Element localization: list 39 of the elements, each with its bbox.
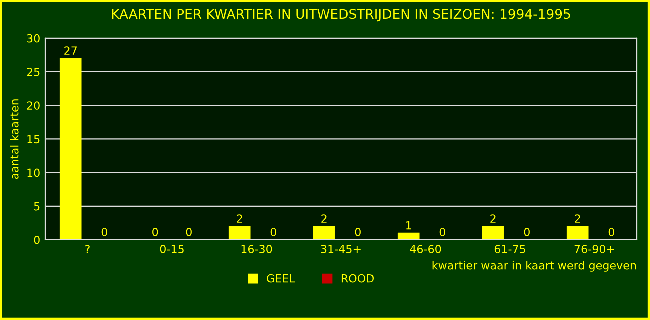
legend-label: GEEL xyxy=(267,274,296,283)
x-axis-title: kwartier waar in kaart werd gegeven xyxy=(432,261,636,272)
y-tick-label: 25 xyxy=(27,68,40,76)
x-tick-label: 61-75 xyxy=(494,245,526,254)
bar xyxy=(228,226,251,240)
data-label: 1 xyxy=(406,221,412,230)
data-label: 27 xyxy=(64,46,77,55)
y-tick-label: 5 xyxy=(34,202,40,211)
data-label: 0 xyxy=(152,228,158,236)
bar xyxy=(313,226,336,240)
y-tick-label: 15 xyxy=(28,135,40,144)
bar xyxy=(566,226,589,240)
x-tick-label: 76-90+ xyxy=(574,245,614,254)
data-label: 0 xyxy=(186,228,192,236)
data-label: 0 xyxy=(608,228,614,236)
data-label: 0 xyxy=(440,228,446,236)
x-tick-label: 31-45+ xyxy=(321,245,361,254)
y-tick-label: 0 xyxy=(34,236,40,244)
legend-label: ROOD xyxy=(342,274,374,283)
y-tick-label: 30 xyxy=(27,34,40,43)
data-label: 2 xyxy=(237,214,242,223)
data-label: 2 xyxy=(322,214,327,223)
data-label: 0 xyxy=(355,228,361,236)
x-tick-label: 46-60 xyxy=(410,245,442,254)
bar xyxy=(482,226,504,240)
x-tick-label: 0-15 xyxy=(160,245,184,254)
data-label: 0 xyxy=(270,228,276,236)
data-label: 2 xyxy=(575,214,580,223)
data-label: 0 xyxy=(524,228,530,236)
y-axis-title: aantal kaarten xyxy=(10,100,19,180)
bar xyxy=(60,58,82,240)
bar xyxy=(398,232,420,240)
chart-title: KAARTEN PER KWARTIER IN UITWEDSTRIJDEN IN SEIZOEN: 1994-1995 xyxy=(112,9,570,22)
x-tick-label: 16-30 xyxy=(242,245,272,254)
y-tick-label: 10 xyxy=(28,168,40,178)
data-label: 0 xyxy=(102,228,108,236)
data-label: 2 xyxy=(490,214,496,223)
x-tick-label: ? xyxy=(86,245,90,254)
y-tick-label: 20 xyxy=(27,102,40,110)
